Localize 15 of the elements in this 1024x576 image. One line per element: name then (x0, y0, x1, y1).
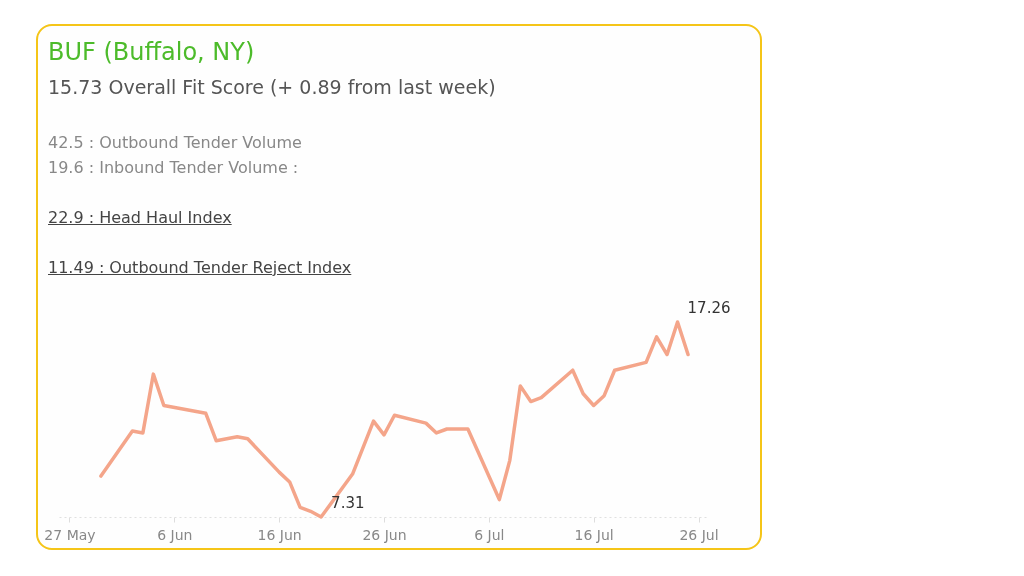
text: 19.6 : Inbound Tender Volume : (48, 157, 300, 179)
x-tick-label: 6 Jun (157, 526, 193, 543)
x-tick-label: 27 May (44, 526, 96, 543)
text: 22.9 : Head Haul Index (48, 207, 233, 229)
text: 42.5 : Outbound Tender Volume (48, 132, 303, 154)
chart-title: BUF (Buffalo, NY) (48, 38, 255, 66)
chart-subtitle: 15.73 Overall Fit Score (+ 0.89 from last week) (48, 76, 496, 98)
data-label: 17.26 (687, 299, 731, 317)
x-tick-label: 16 Jun (257, 526, 302, 543)
text: 11.49 : Outbound Tender Reject Index (48, 257, 352, 279)
x-tick-label: 16 Jul (574, 526, 614, 543)
x-tick-label: 26 Jul (679, 526, 719, 543)
x-tick-label: 26 Jun (362, 526, 407, 543)
data-label: 7.31 (331, 494, 365, 512)
x-tick-label: 6 Jul (474, 526, 505, 543)
